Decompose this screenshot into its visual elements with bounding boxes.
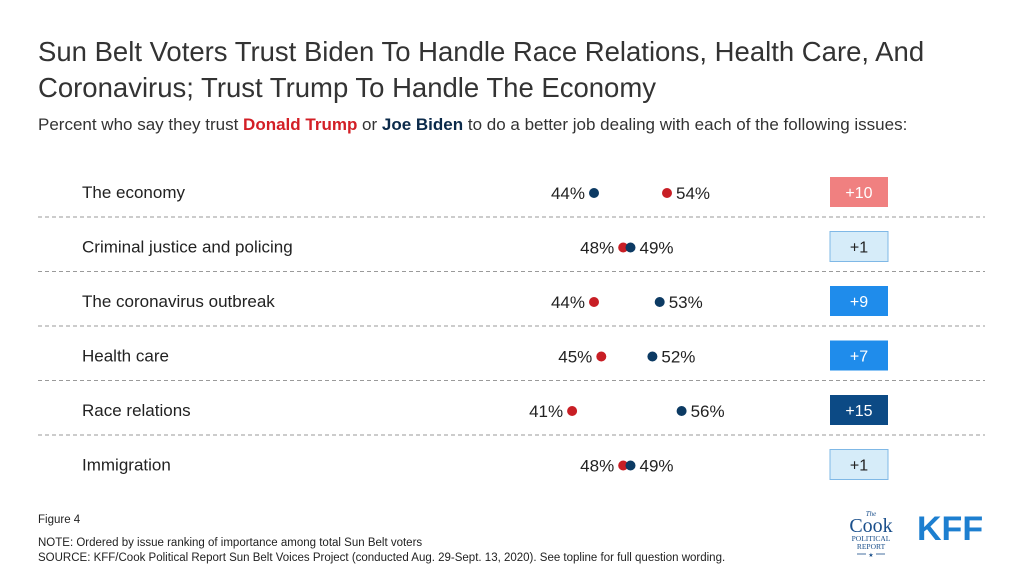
gap-badge bbox=[830, 395, 888, 425]
chart-subtitle: Percent who say they trust Donald Trump … bbox=[38, 114, 998, 135]
cook-logo-star: ★ bbox=[868, 552, 873, 559]
subtitle-suffix: to do a better job dealing with each of … bbox=[463, 115, 908, 134]
trump-value-label: 44% bbox=[551, 293, 585, 312]
category-label: Immigration bbox=[82, 456, 171, 475]
biden-value-label: 53% bbox=[669, 293, 703, 312]
dot-plot-chart: The economy 44% 54% +10 Criminal justice and… bbox=[38, 177, 985, 480]
subtitle-biden-label: Joe Biden bbox=[381, 115, 464, 134]
gap-badge bbox=[829, 449, 889, 480]
gap-badge bbox=[830, 286, 888, 316]
gap-badge bbox=[829, 231, 889, 262]
footer-note: NOTE: Ordered by issue ranking of import… bbox=[38, 537, 423, 549]
cook-logo-name: Cook bbox=[849, 515, 892, 537]
trump-dot bbox=[618, 242, 629, 253]
gap-badge-label: +9 bbox=[850, 294, 868, 311]
biden-dot bbox=[654, 297, 665, 307]
biden-value-label: 52% bbox=[661, 348, 695, 367]
trump-dot bbox=[662, 188, 672, 198]
trump-dot bbox=[618, 460, 629, 471]
subtitle-middle: or bbox=[357, 115, 382, 134]
trump-dot bbox=[567, 406, 578, 416]
gap-badge-label: +10 bbox=[845, 185, 872, 202]
kff-logo-text: KFF bbox=[917, 510, 983, 546]
gap-badge-label: +1 bbox=[850, 458, 868, 475]
trump-value-label: 41% bbox=[529, 402, 563, 421]
biden-dot bbox=[647, 351, 658, 362]
biden-value-label: 56% bbox=[691, 402, 725, 421]
gap-badge bbox=[830, 340, 888, 371]
category-label: Criminal justice and policing bbox=[82, 238, 293, 257]
kff-logo: KFF bbox=[917, 510, 983, 546]
cook-logo-line1: POLITICAL bbox=[852, 534, 891, 543]
category-label: Health care bbox=[82, 347, 169, 366]
trump-value-label: 54% bbox=[676, 184, 710, 203]
category-label: Race relations bbox=[82, 401, 191, 420]
trump-value-label: 45% bbox=[558, 348, 592, 367]
gap-badge-label: +7 bbox=[850, 349, 868, 366]
cook-logo-line2: REPORT bbox=[857, 542, 886, 551]
gap-badge bbox=[830, 177, 888, 207]
trump-value-label: 48% bbox=[580, 457, 614, 476]
cook-political-report-logo: The Cook POLITICAL REPORT ★ bbox=[849, 510, 892, 559]
category-label: The economy bbox=[82, 183, 185, 202]
biden-value-label: 49% bbox=[640, 239, 674, 258]
cook-logo-the: The bbox=[866, 510, 877, 518]
biden-value-label: 44% bbox=[551, 184, 585, 203]
biden-dot bbox=[589, 188, 599, 198]
biden-dot bbox=[625, 460, 636, 471]
figure-number: Figure 4 bbox=[38, 514, 81, 526]
category-label: The coronavirus outbreak bbox=[82, 292, 275, 311]
biden-dot bbox=[676, 406, 687, 416]
gap-badge-label: +15 bbox=[845, 403, 872, 420]
chart-title: Sun Belt Voters Trust Biden To Handle Ra… bbox=[38, 36, 925, 103]
subtitle-trump-label: Donald Trump bbox=[243, 115, 358, 134]
trump-value-label: 48% bbox=[580, 239, 614, 258]
biden-dot bbox=[625, 242, 636, 253]
trump-dot bbox=[596, 351, 607, 362]
subtitle-prefix: Percent who say they trust bbox=[38, 115, 244, 134]
trump-dot bbox=[589, 297, 599, 307]
gap-badge-label: +1 bbox=[850, 240, 868, 257]
biden-value-label: 49% bbox=[640, 457, 674, 476]
footer-source: SOURCE: KFF/Cook Political Report Sun Be… bbox=[38, 552, 726, 564]
